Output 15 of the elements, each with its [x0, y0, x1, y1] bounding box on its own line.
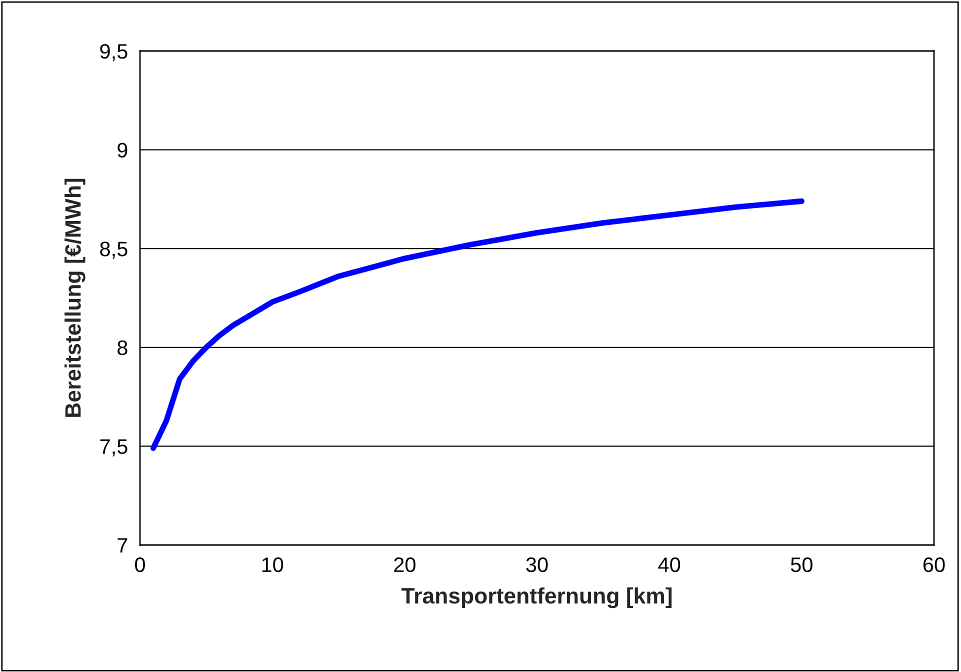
y-tick-label: 8: [118, 340, 128, 356]
y-tick-label: 8,5: [100, 242, 128, 259]
x-tick-label: 50: [790, 557, 812, 572]
x-tick-label: 20: [394, 557, 416, 572]
y-tick-label: 9: [118, 142, 128, 158]
x-tick-label: 0: [135, 557, 145, 572]
y-tick-label: 7: [118, 538, 128, 553]
x-tick-label: 40: [658, 557, 680, 572]
y-tick-label: 7,5: [100, 439, 128, 456]
x-tick-label: 60: [923, 557, 945, 572]
y-tick-label: 9,5: [100, 44, 128, 62]
x-tick-label: 10: [262, 557, 284, 572]
x-tick-label: 30: [526, 557, 548, 572]
x-axis-title: Transportentfernung [km]: [401, 587, 672, 608]
y-axis-title: Bereitstellung [€/MWh]: [64, 178, 86, 417]
